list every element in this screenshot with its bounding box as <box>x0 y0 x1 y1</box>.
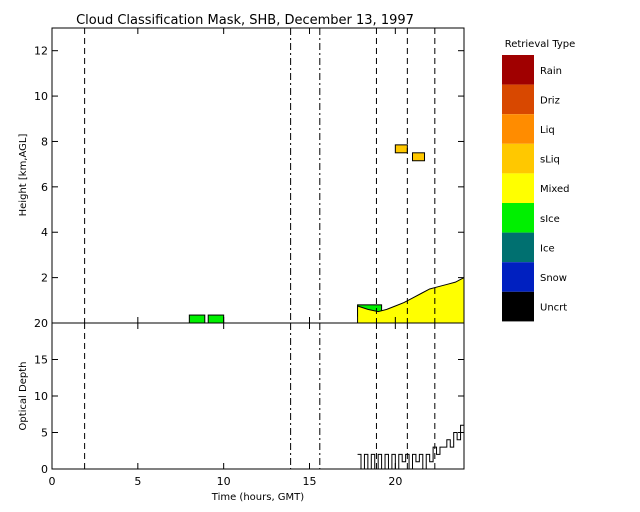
legend-swatch-snow <box>502 262 534 292</box>
legend-title: Retrieval Type <box>505 39 576 50</box>
xtick-label: 15 <box>303 475 317 488</box>
top-ytick-label: 8 <box>41 135 48 148</box>
legend-label-sliq: sLiq <box>540 155 560 166</box>
top-panel-frame <box>51 27 465 324</box>
legend-label-mixed: Mixed <box>540 184 570 195</box>
top-ytick-label: 2 <box>41 272 48 285</box>
mask-region-sice <box>188 314 206 324</box>
bottom-panel-frame <box>51 322 465 470</box>
legend-swatch-liq <box>502 114 534 144</box>
chart-title: Cloud Classification Mask, SHB, December… <box>76 13 414 28</box>
x-axis-label: Time (hours, GMT) <box>211 492 305 503</box>
bottom-ytick-label: 10 <box>34 390 48 403</box>
legend-swatch-mixed <box>502 173 534 203</box>
legend-label-rain: Rain <box>540 66 562 77</box>
legend: Retrieval Type Rain Driz Liq sLiq Mixed sIce I… <box>502 39 576 322</box>
top-ytick-label: 4 <box>41 226 48 239</box>
bottom-ytick-label: 20 <box>34 317 48 330</box>
mask-region-sliq <box>394 144 408 154</box>
legend-label-ice: Ice <box>540 243 555 254</box>
top-y-axis-label: Height [km,AGL] <box>18 134 29 217</box>
legend-label-driz: Driz <box>540 95 560 106</box>
bottom-ytick-label: 5 <box>41 427 48 440</box>
top-ytick-label: 10 <box>34 90 48 103</box>
mask-region-sice <box>207 314 225 324</box>
legend-swatch-driz <box>502 84 534 115</box>
bottom-y-axis-label: Optical Depth <box>18 362 29 431</box>
legend-swatch-sliq <box>502 143 534 174</box>
legend-label-liq: Liq <box>540 125 555 136</box>
top-ytick-label: 6 <box>41 181 48 194</box>
xtick-label: 5 <box>134 475 141 488</box>
bottom-ytick-label: 15 <box>34 354 48 367</box>
optical-depth-line <box>357 424 465 470</box>
cloud-mask-panel: 2 4 6 8 10 12 Height [km,AGL] <box>18 27 465 324</box>
legend-swatch-ice <box>502 232 534 263</box>
xtick-label: 20 <box>388 475 402 488</box>
bottom-ytick-label: 0 <box>41 463 48 476</box>
top-ytick-label: 12 <box>34 45 48 58</box>
legend-swatch-sice <box>502 203 534 233</box>
mixed-layer-region <box>357 276 465 324</box>
optical-depth-panel: 0 5 10 15 20 0 5 10 15 20 Optical Depth Time (ho… <box>18 28 465 503</box>
legend-label-sice: sIce <box>540 214 560 225</box>
mask-region-sliq <box>412 152 426 162</box>
xtick-label: 10 <box>217 475 231 488</box>
legend-swatch-rain <box>502 55 534 85</box>
xtick-label: 0 <box>49 475 56 488</box>
legend-swatch-uncrt <box>502 291 534 322</box>
legend-label-snow: Snow <box>540 273 567 284</box>
legend-label-uncrt: Uncrt <box>540 303 567 314</box>
